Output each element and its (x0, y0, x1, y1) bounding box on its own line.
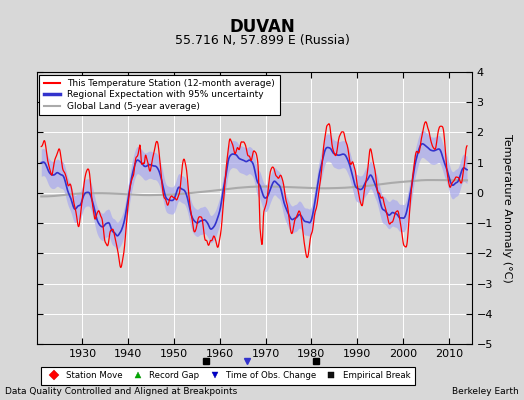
Text: Berkeley Earth: Berkeley Earth (452, 387, 519, 396)
Legend: Station Move, Record Gap, Time of Obs. Change, Empirical Break: Station Move, Record Gap, Time of Obs. C… (41, 367, 414, 384)
Text: Data Quality Controlled and Aligned at Breakpoints: Data Quality Controlled and Aligned at B… (5, 387, 237, 396)
Y-axis label: Temperature Anomaly (°C): Temperature Anomaly (°C) (503, 134, 512, 282)
Text: 55.716 N, 57.899 E (Russia): 55.716 N, 57.899 E (Russia) (174, 34, 350, 47)
Text: DUVAN: DUVAN (229, 18, 295, 36)
